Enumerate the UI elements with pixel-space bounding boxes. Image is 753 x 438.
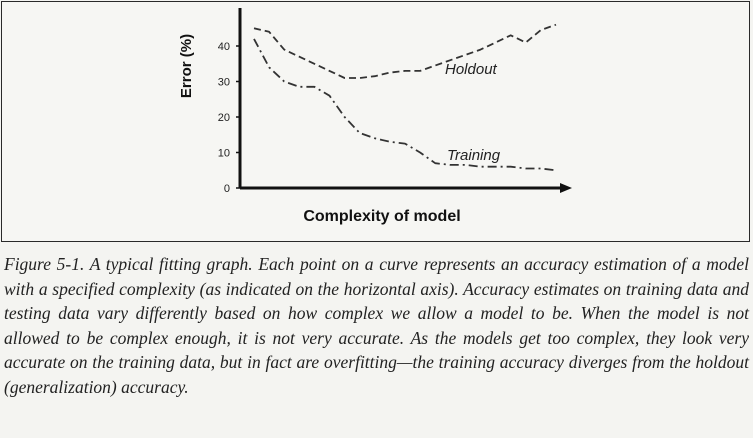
series-label-training: Training [447, 147, 501, 164]
x-axis-title: Complexity of model [303, 208, 460, 225]
y-tick-label: 0 [224, 183, 230, 195]
y-axis-title: Error (%) [178, 34, 195, 98]
caption-lead: Figure 5-1. A typical fitting graph. [4, 254, 253, 274]
y-tick-label: 30 [218, 77, 230, 89]
figure-caption: Figure 5-1. A typical fitting graph. Eac… [4, 252, 749, 400]
x-axis-arrowhead [560, 183, 572, 193]
series-line-holdout [253, 23, 557, 79]
figure-frame [1, 1, 750, 242]
y-tick-label: 40 [218, 41, 230, 53]
y-tick-label: 10 [218, 148, 230, 160]
series-line-training [253, 38, 557, 172]
fitting-graph-chart: 0 10 20 30 40 Error (%) Complexity of model Ho… [178, 8, 572, 225]
caption-text: Each point on a curve represents an accu… [4, 254, 749, 397]
series-label-holdout: Holdout [445, 61, 498, 78]
y-tick-label: 20 [218, 112, 230, 124]
